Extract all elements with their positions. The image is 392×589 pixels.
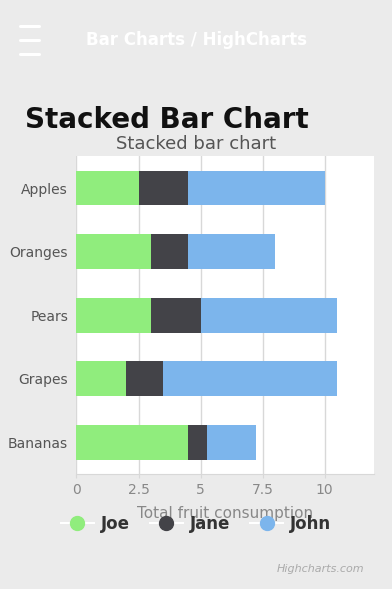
Text: Stacked bar chart: Stacked bar chart [116,135,276,154]
Text: Bar Charts / HighCharts: Bar Charts / HighCharts [85,31,307,49]
Bar [163,361,337,396]
Bar [207,425,256,459]
Bar [188,234,275,269]
Bar [188,425,207,459]
Bar [201,297,337,333]
Bar [151,234,188,269]
Text: Stacked Bar Chart: Stacked Bar Chart [25,106,309,134]
Bar [76,171,138,206]
Text: Highcharts.com: Highcharts.com [277,564,365,574]
Bar [76,361,126,396]
Bar [188,171,325,206]
Bar [76,425,188,459]
Bar [151,297,201,333]
Legend: Joe, Jane, John: Joe, Jane, John [61,515,331,533]
X-axis label: Total fruit consumption: Total fruit consumption [137,505,314,521]
Bar [138,171,188,206]
Bar [76,234,151,269]
Bar [76,297,151,333]
Bar [126,361,163,396]
